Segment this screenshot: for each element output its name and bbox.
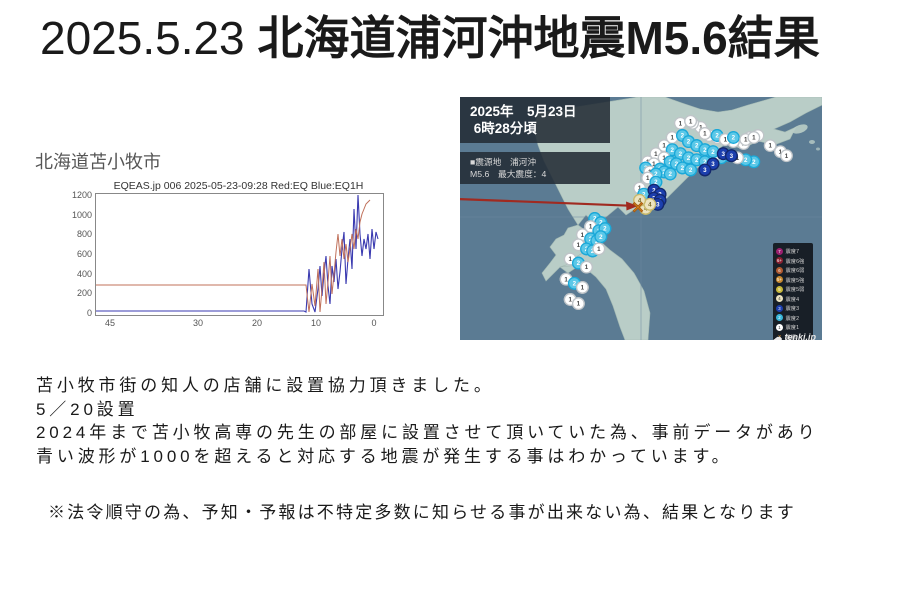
svg-text:1: 1 bbox=[564, 276, 568, 283]
svg-text:2: 2 bbox=[670, 147, 674, 154]
svg-text:2: 2 bbox=[732, 135, 736, 142]
svg-text:2: 2 bbox=[681, 165, 685, 172]
svg-text:1: 1 bbox=[679, 120, 683, 127]
svg-text:2: 2 bbox=[752, 159, 756, 166]
svg-text:1: 1 bbox=[662, 143, 666, 150]
svg-text:1: 1 bbox=[670, 135, 674, 142]
svg-text:4: 4 bbox=[648, 201, 652, 208]
svg-text:2: 2 bbox=[695, 157, 699, 164]
svg-text:2: 2 bbox=[687, 155, 691, 162]
svg-text:1: 1 bbox=[768, 143, 772, 150]
svg-text:1: 1 bbox=[581, 232, 585, 239]
svg-text:1: 1 bbox=[654, 151, 658, 158]
svg-text:1: 1 bbox=[785, 153, 789, 160]
svg-text:2: 2 bbox=[689, 167, 693, 174]
svg-text:1: 1 bbox=[703, 131, 707, 138]
svg-text:3: 3 bbox=[703, 167, 707, 174]
svg-text:✕: ✕ bbox=[631, 200, 644, 217]
svg-text:3: 3 bbox=[711, 161, 715, 168]
svg-text:2: 2 bbox=[668, 171, 672, 178]
svg-text:1: 1 bbox=[577, 301, 581, 308]
svg-text:2: 2 bbox=[687, 139, 691, 146]
svg-text:1: 1 bbox=[581, 285, 585, 292]
svg-text:2: 2 bbox=[577, 260, 581, 267]
svg-text:1: 1 bbox=[646, 175, 650, 182]
svg-text:1: 1 bbox=[585, 264, 589, 271]
svg-text:2: 2 bbox=[599, 234, 603, 241]
svg-text:2: 2 bbox=[711, 149, 715, 156]
svg-text:2: 2 bbox=[703, 147, 707, 154]
svg-text:1: 1 bbox=[577, 242, 581, 249]
svg-text:2: 2 bbox=[744, 157, 748, 164]
svg-text:1: 1 bbox=[568, 297, 572, 304]
svg-text:3: 3 bbox=[656, 201, 660, 208]
svg-text:1: 1 bbox=[568, 256, 572, 263]
svg-text:2: 2 bbox=[715, 133, 719, 140]
svg-text:3: 3 bbox=[730, 153, 734, 160]
svg-text:2: 2 bbox=[695, 143, 699, 150]
svg-text:3: 3 bbox=[721, 151, 725, 158]
svg-text:1: 1 bbox=[589, 224, 593, 231]
svg-text:2: 2 bbox=[679, 151, 683, 158]
svg-text:2: 2 bbox=[573, 280, 577, 287]
svg-text:1: 1 bbox=[752, 135, 756, 142]
svg-text:1: 1 bbox=[597, 246, 601, 253]
svg-text:1: 1 bbox=[689, 118, 693, 125]
